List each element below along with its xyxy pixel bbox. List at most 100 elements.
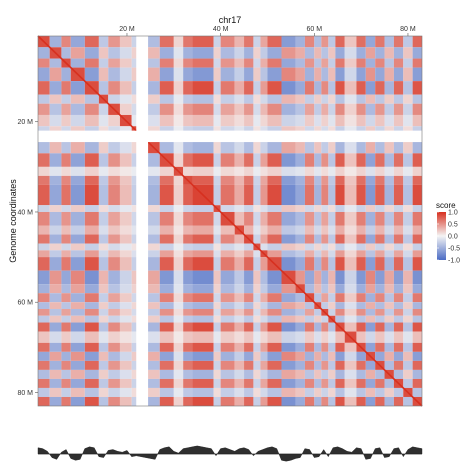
heatmap-cell — [344, 114, 357, 127]
heatmap-cell — [119, 225, 132, 235]
heatmap-cell — [260, 387, 268, 397]
heatmap-cell — [159, 175, 174, 185]
heatmap-cell — [335, 396, 345, 406]
heatmap-cell — [314, 36, 322, 48]
heatmap-cell — [384, 205, 394, 212]
heatmap-cell — [328, 293, 336, 303]
heatmap-cell — [304, 126, 315, 131]
heatmap-cell — [412, 184, 422, 206]
heatmap-cell — [244, 342, 254, 352]
x-axis: 20 M 40 M 60 M 80 M — [119, 26, 416, 36]
heatmap-cell — [234, 387, 245, 397]
heatmap-cell — [244, 175, 254, 185]
heatmap-cell — [119, 153, 132, 167]
heatmap-cell — [84, 58, 99, 68]
heatmap-cell — [365, 387, 376, 397]
heatmap-cell — [173, 153, 184, 167]
heatmap-cell — [328, 342, 336, 352]
heatmap-cell — [393, 103, 404, 115]
heatmap-cell — [281, 342, 296, 352]
heatmap-cell — [314, 315, 322, 323]
heatmap-cell — [314, 369, 322, 379]
heatmap-cell — [84, 369, 99, 379]
heatmap-cell — [98, 153, 109, 167]
heatmap-cell — [84, 67, 99, 82]
heatmap-cell — [365, 257, 376, 271]
y-tick-label: 60 M — [17, 300, 33, 307]
heatmap-cell — [253, 67, 261, 82]
heatmap-cell — [220, 205, 235, 212]
heatmap-cell — [49, 103, 62, 115]
heatmap-cell — [384, 293, 394, 303]
heatmap-cell — [131, 175, 137, 185]
heatmap-cell — [108, 369, 120, 379]
heatmap-cell — [148, 103, 160, 115]
heatmap-cell — [375, 308, 385, 316]
heatmap-cell — [183, 331, 193, 343]
heatmap-cell — [234, 81, 245, 95]
heatmap-cell — [173, 126, 184, 131]
heatmap-cell — [260, 351, 268, 361]
heatmap-cell — [335, 315, 345, 323]
heatmap-cell — [314, 270, 322, 285]
heatmap-cell — [220, 270, 235, 285]
heatmap-cell — [393, 284, 404, 294]
heatmap-cell — [61, 184, 71, 206]
heatmap-cell — [267, 126, 282, 131]
heatmap-cell — [321, 205, 329, 212]
heatmap-cell — [108, 342, 120, 352]
heatmap-cell — [281, 234, 296, 244]
heatmap-cell — [384, 331, 394, 343]
heatmap-cell — [365, 378, 376, 388]
heatmap-cell — [267, 58, 282, 68]
heatmap-cell — [335, 126, 345, 131]
heatmap-cell — [356, 369, 366, 379]
heatmap-cell — [335, 175, 345, 185]
heatmap-cell — [84, 322, 99, 332]
heatmap-cell — [335, 331, 345, 343]
heatmap-cell — [84, 293, 99, 303]
heatmap-cell — [321, 360, 329, 370]
heatmap-cell — [335, 243, 345, 251]
heatmap-cell — [61, 103, 71, 115]
heatmap-cell — [84, 126, 99, 131]
heatmap-cell — [61, 225, 71, 235]
heatmap-cell — [365, 302, 376, 309]
heatmap-cell — [108, 360, 120, 370]
heatmap-cell — [393, 360, 404, 370]
heatmap-cell — [295, 184, 305, 206]
heatmap-cell — [244, 58, 254, 68]
heatmap-cell — [344, 378, 357, 388]
heatmap-cell — [159, 114, 174, 127]
heatmap-cell — [321, 315, 329, 323]
heatmap-cell — [412, 315, 422, 323]
heatmap-cell — [244, 67, 254, 82]
heatmap-cell — [393, 331, 404, 343]
heatmap-cell — [159, 211, 174, 226]
heatmap-cell — [260, 211, 268, 226]
heatmap-cell — [213, 58, 221, 68]
heatmap-cell — [159, 67, 174, 82]
heatmap-cell — [295, 369, 305, 379]
heatmap-cell — [335, 81, 345, 95]
heatmap-cell — [98, 36, 109, 48]
heatmap-cell — [108, 126, 120, 131]
heatmap-cell — [314, 175, 322, 185]
heatmap-cell — [159, 184, 174, 206]
heatmap-cell — [384, 302, 394, 309]
heatmap-cell — [304, 36, 315, 48]
heatmap-cell — [295, 360, 305, 370]
heatmap-cell — [84, 257, 99, 271]
heatmap-cell — [49, 322, 62, 332]
heatmap-cell — [131, 184, 137, 206]
heatmap-cell — [159, 234, 174, 244]
heatmap-cell — [183, 308, 193, 316]
heatmap-cell — [356, 81, 366, 95]
heatmap-cell — [344, 94, 357, 104]
heatmap-cell — [253, 351, 261, 361]
heatmap-cell — [173, 308, 184, 316]
heatmap-cell — [321, 322, 329, 332]
heatmap-cell — [108, 322, 120, 332]
heatmap-cell — [244, 211, 254, 226]
heatmap-cell — [108, 142, 120, 154]
